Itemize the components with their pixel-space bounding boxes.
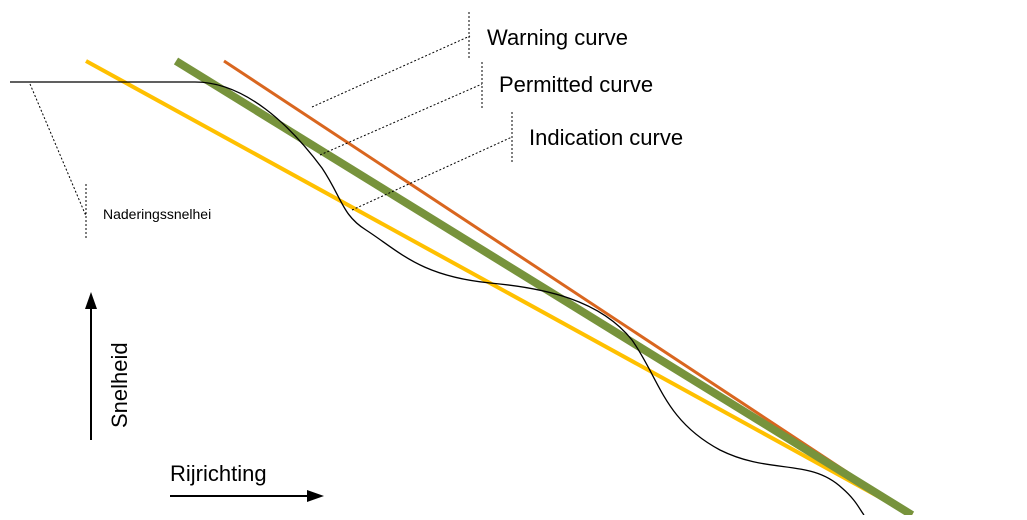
x-axis-label: Rijrichting xyxy=(170,461,267,486)
warning-curve-label: Warning curve xyxy=(487,25,628,50)
indication-curve-line xyxy=(85,59,913,517)
permitted-curve-label: Permitted curve xyxy=(499,72,653,97)
approach-speed-leader xyxy=(29,83,87,217)
speed-profile-curve xyxy=(10,81,865,516)
warning-curve-line xyxy=(223,59,913,517)
warning-label-leader xyxy=(311,35,471,108)
approach-speed-label: Naderingssnelhei xyxy=(103,206,211,222)
x-axis-arrow-head xyxy=(307,490,324,502)
permitted-curve-line xyxy=(173,57,915,519)
y-axis-label: Snelheid xyxy=(107,342,132,428)
indication-curve-label: Indication curve xyxy=(529,125,683,150)
permitted-label-leader xyxy=(319,83,483,156)
indication-label-leader xyxy=(351,136,513,211)
y-axis-arrow-head xyxy=(85,292,97,309)
